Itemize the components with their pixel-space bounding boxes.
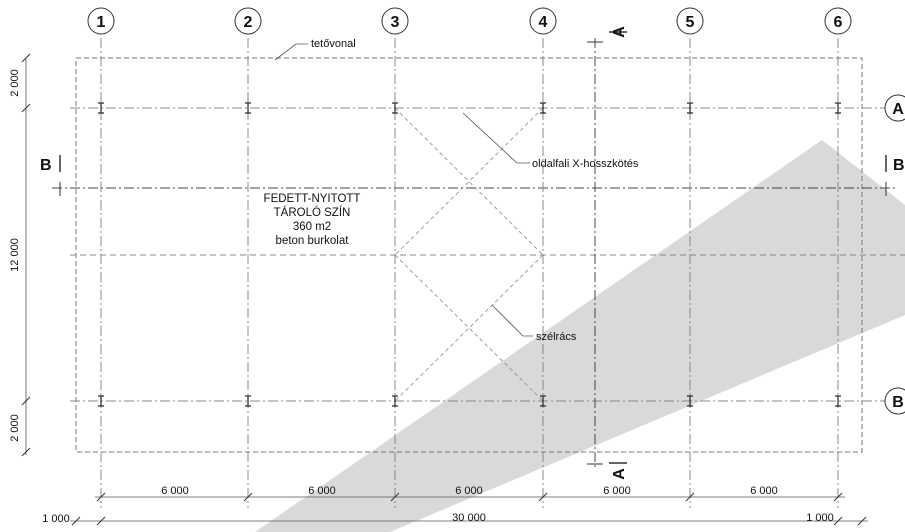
row-label-a: A [892,101,904,118]
bay-dimension-chain: 6 000 6 000 6 000 6 000 6 000 [95,485,845,502]
wind-truss-label: szélrács [536,331,577,343]
vertical-grid [100,38,839,508]
steel-column-icon [392,395,398,407]
dim-bay-5: 6 000 [750,485,778,497]
grid-bubble-6: 6 [824,7,852,35]
leader-lines [274,43,533,337]
room-label-line-1: FEDETT-NYITOTT [264,193,361,205]
room-label: FEDETT-NYITOTT TÁROLÓ SZÍN 360 m2 beton … [264,193,361,247]
room-label-line-3: 360 m2 [293,221,331,233]
grid-label-3: 3 [391,14,400,31]
horizontal-grid [52,107,905,402]
dim-left-2: 12 000 [9,238,21,272]
grid-bubble-1: 1 [87,7,115,35]
dim-left-overhang: 1 000 [42,513,70,525]
overall-dimension-chain: 1 000 30 000 1 000 [42,512,868,526]
grid-bubble-5: 5 [676,7,704,35]
steel-column-icon [245,395,251,407]
grid-bubble-2: 2 [234,7,262,35]
bracing-label: oldalfali X-hosszkötés [532,158,639,170]
grid-label-1: 1 [97,14,106,31]
dim-left-3: 2 000 [9,414,21,442]
section-mark-a-top: A [587,26,628,43]
dim-right-overhang: 1 000 [806,512,834,524]
room-label-line-4: beton burkolat [276,235,350,247]
grid-bubble-4: 4 [529,7,557,35]
dim-bay-3: 6 000 [455,485,483,497]
grid-label-6: 6 [834,14,843,31]
grid-label-2: 2 [244,14,253,31]
column-bubbles: 1 2 3 4 5 6 [87,7,852,35]
steel-column-icon [687,395,693,407]
room-label-line-2: TÁROLÓ SZÍN [274,206,351,219]
roof-line-label: tetővonal [311,38,356,50]
row-bubble-a: A [884,94,905,122]
dim-bay-2: 6 000 [308,485,336,497]
section-b-right-label: B [893,157,905,174]
dim-overall: 30 000 [452,512,486,524]
row-bubble-b: B [884,387,905,415]
left-dimension-chain: 2 000 12 000 2 000 [9,53,31,457]
grid-label-4: 4 [539,14,548,31]
steel-column-icon [540,102,546,114]
section-mark-b-left: B [40,155,61,196]
steel-column-icon [687,102,693,114]
grid-bubble-3: 3 [381,7,409,35]
section-a-top-label: A [611,26,628,38]
section-mark-a-bottom: A [587,462,628,480]
steel-column-icon [835,102,841,114]
steel-column-icon [98,102,104,114]
shadow-band [255,140,905,532]
dim-bay-1: 6 000 [161,485,189,497]
grid-label-5: 5 [686,14,695,31]
steel-column-icon [98,395,104,407]
section-a-bottom-label: A [611,468,628,480]
steel-column-icon [835,395,841,407]
section-b-left-label: B [40,157,52,174]
steel-column-icon [392,102,398,114]
steel-column-icon [245,102,251,114]
dim-bay-4: 6 000 [603,485,631,497]
column-symbols [98,102,841,407]
row-label-b: B [892,394,904,411]
section-mark-b-right: B [885,155,905,196]
dim-left-1: 2 000 [9,69,21,97]
steel-column-icon [540,395,546,407]
